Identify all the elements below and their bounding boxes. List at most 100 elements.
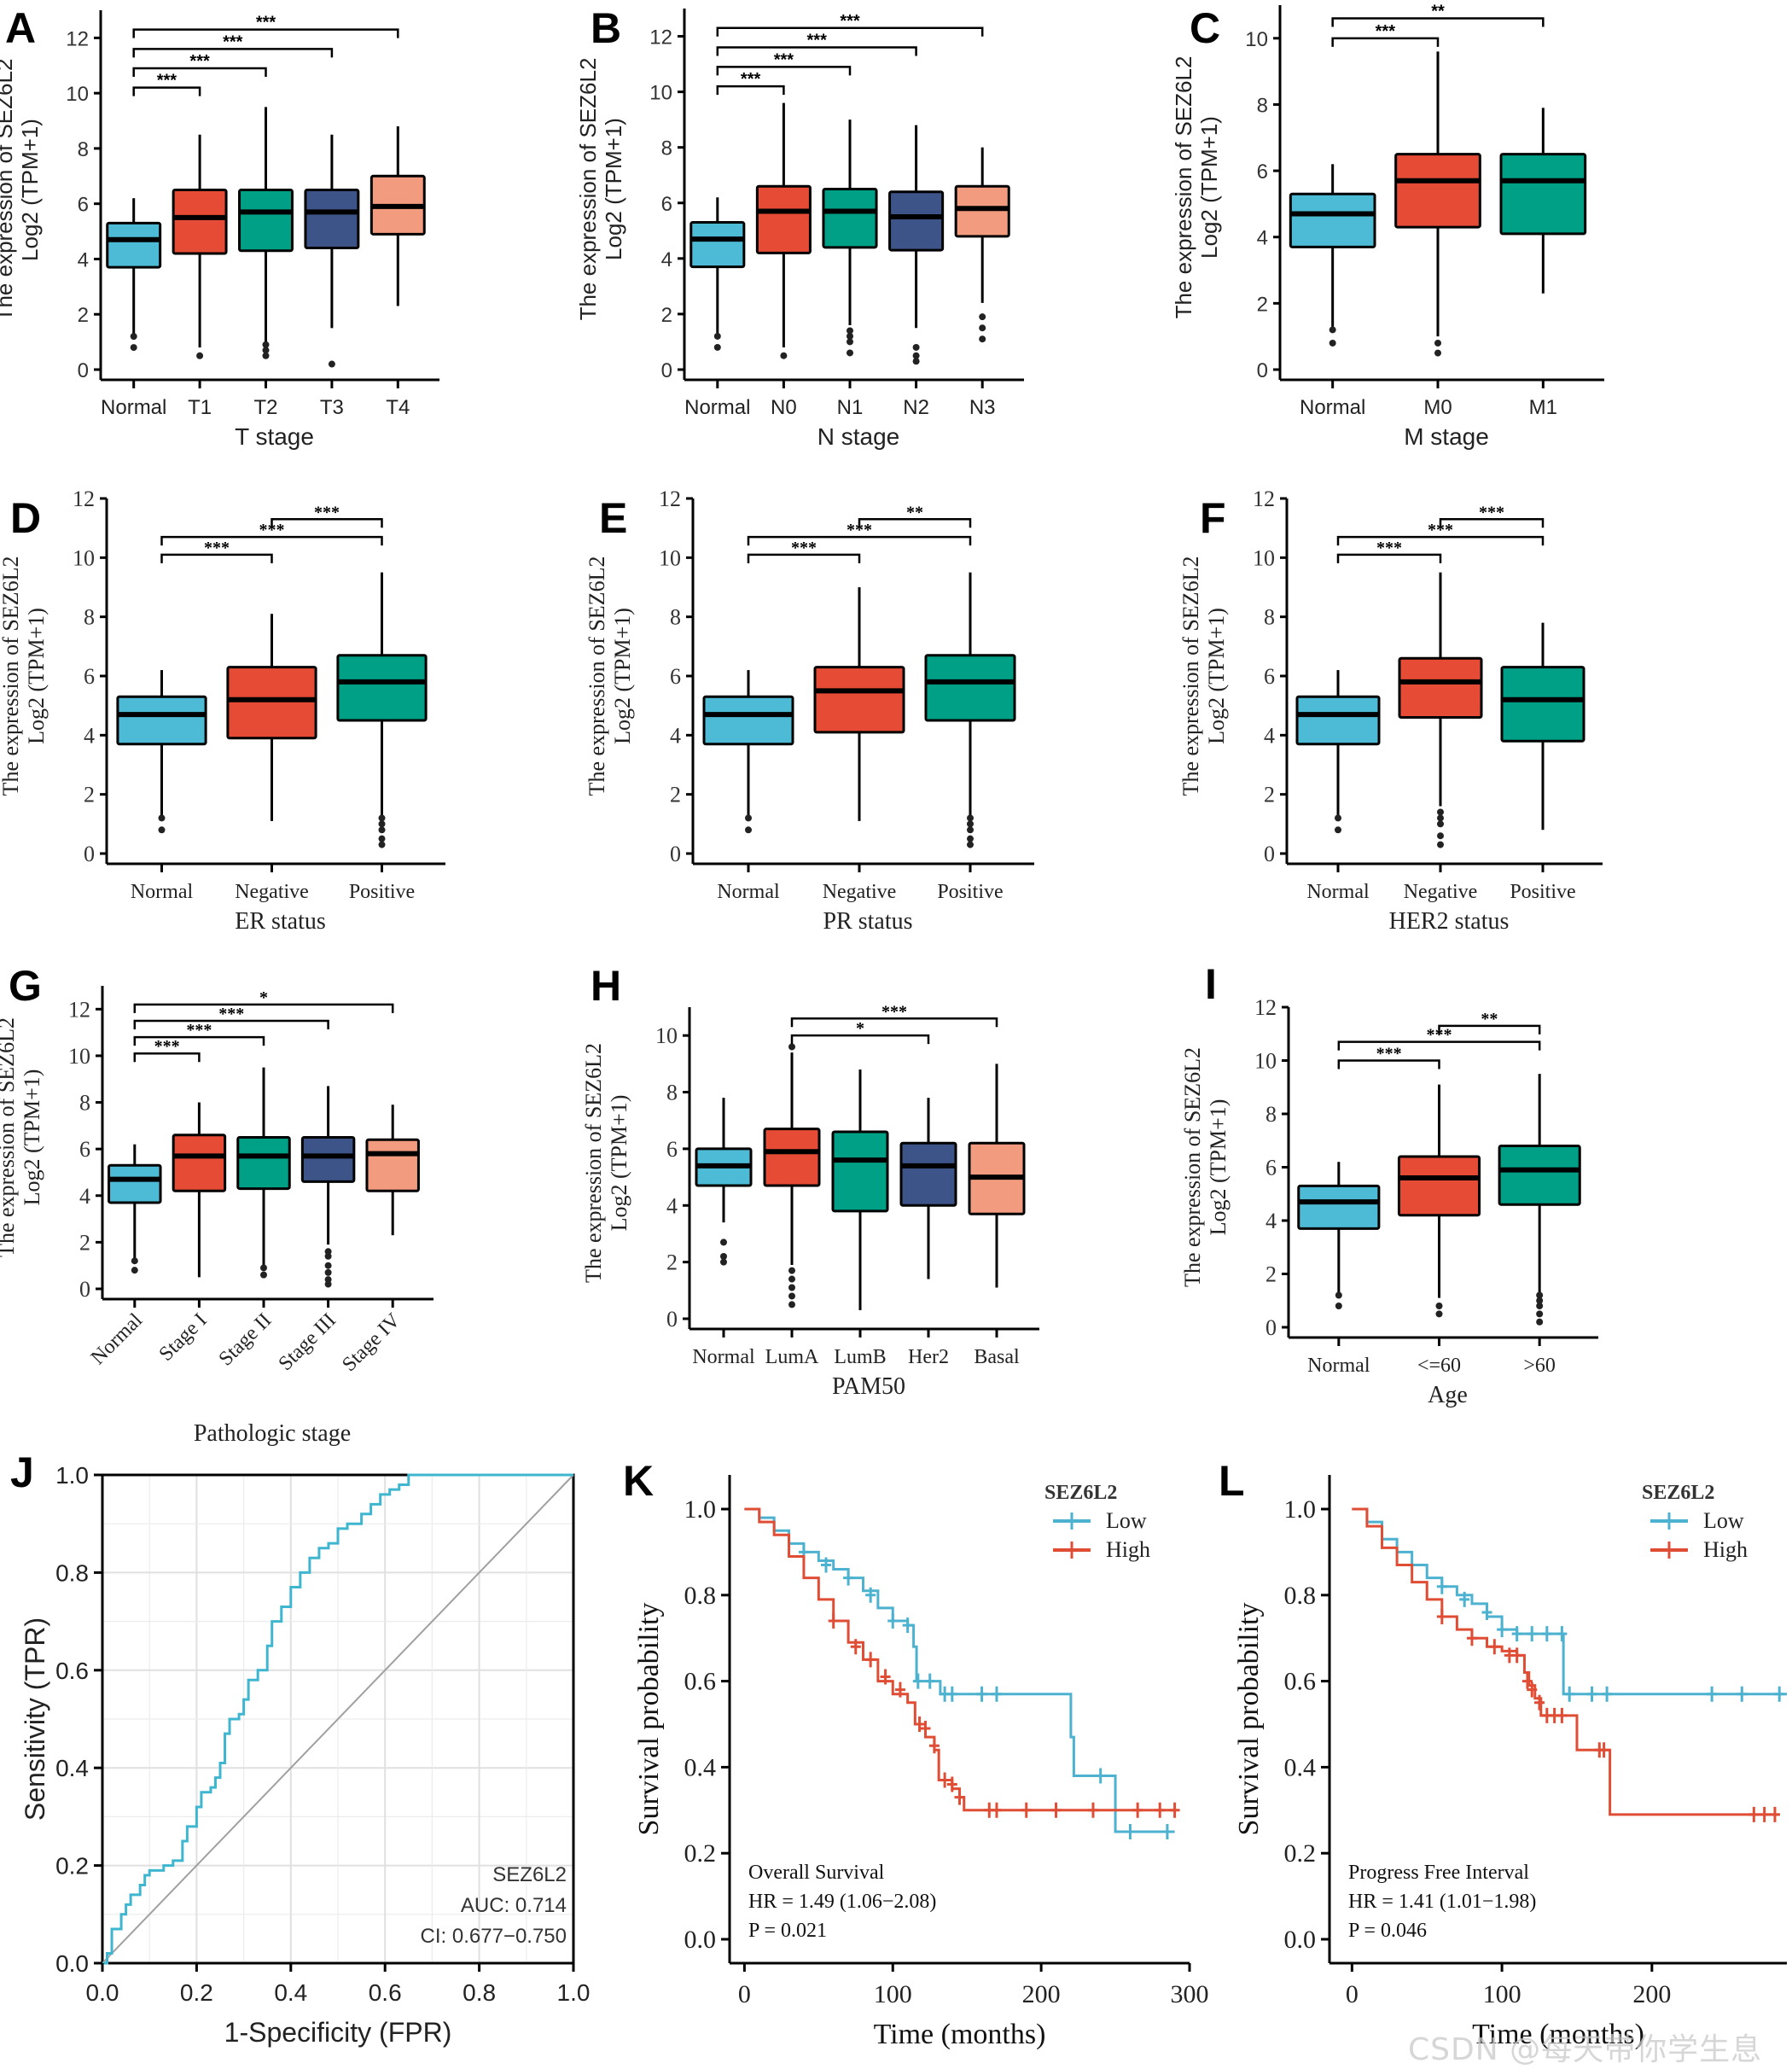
x-axis-label: ER status	[235, 908, 326, 935]
box-t1	[172, 134, 228, 359]
y-tick-label: 2	[1264, 783, 1275, 807]
y-tick-label: 12	[649, 26, 672, 50]
bracket-line	[716, 26, 984, 37]
y-tick-label: 0	[1265, 1315, 1277, 1340]
legend-label: Low	[1703, 1508, 1744, 1533]
y-tick-label: 0	[666, 1307, 678, 1332]
y-tick-label: 8	[670, 605, 681, 630]
bracket-line	[133, 1052, 201, 1063]
y-tick-label: 0.0	[1284, 1926, 1317, 1954]
outlier-point	[1434, 339, 1441, 347]
x-axis-label: HER2 status	[1389, 908, 1510, 935]
x-tick-label: Stage III	[275, 1309, 340, 1375]
y-tick-label: 10	[68, 1044, 90, 1069]
y-tick-label: 4	[661, 248, 672, 271]
y-tick-label: 6	[1257, 160, 1268, 184]
box-normal	[1295, 670, 1381, 834]
censor-mark	[1759, 1806, 1770, 1822]
censor-mark	[914, 1716, 925, 1732]
y-tick-label: 6	[78, 194, 89, 217]
censor-mark	[1748, 1806, 1760, 1822]
significance-label: ***	[1376, 22, 1396, 41]
censor-mark	[976, 1686, 987, 1702]
box-n2	[888, 125, 945, 365]
outlier-point	[1335, 814, 1341, 822]
significance-bracket: ***	[132, 52, 267, 78]
censor-mark	[924, 1673, 935, 1689]
x-tick-label: 0.8	[463, 1979, 496, 2006]
outlier-point	[324, 1268, 332, 1276]
outlier-point	[130, 333, 137, 341]
km-series-high	[1352, 1507, 1780, 1822]
x-tick-label: Negative	[823, 881, 897, 903]
outlier-point	[788, 1275, 795, 1283]
significance-bracket: ***	[716, 50, 852, 76]
x-tick-label: 300	[1171, 1980, 1209, 2008]
x-tick-label: 0.6	[369, 1979, 402, 2006]
censor-mark	[954, 1789, 965, 1805]
bracket-line	[747, 553, 861, 563]
x-tick-label: Negative	[235, 881, 309, 903]
box-negative	[813, 587, 905, 821]
outlier-point	[131, 1267, 138, 1274]
y-tick-label: 8	[79, 1091, 90, 1116]
km-series-low	[1352, 1507, 1787, 1702]
y-tick-label: 6	[661, 193, 672, 216]
y-tick-label: 12	[68, 997, 90, 1022]
outlier-point	[967, 841, 974, 848]
y-axis-label-line2: Log2 (TPM+1)	[607, 1095, 631, 1232]
censor-mark	[1534, 1694, 1545, 1711]
stats-annotation: HR = 1.41 (1.01−1.98)	[1348, 1891, 1536, 1913]
y-tick-label: 2	[666, 1250, 678, 1275]
box-iqr	[172, 189, 228, 255]
outlier-point	[847, 349, 853, 357]
panel-B: 0 2 4 6 8 10 12 The expression of SEZ6L2 Log2 (T…	[575, 0, 1186, 478]
outlier-point	[378, 814, 386, 822]
x-tick-label: N1	[837, 396, 864, 419]
legend-label: High	[1106, 1537, 1150, 1562]
box-iqr	[236, 1136, 291, 1191]
panel-letter: E	[599, 494, 628, 542]
bracket-line	[271, 518, 383, 528]
box-normal	[116, 670, 207, 834]
y-tick-label: 4	[1257, 227, 1268, 250]
censor-mark	[1481, 1604, 1492, 1620]
panel-H: 0 2 4 6 8 10 The expression of SEZ6L2 Log2 (TPM…	[581, 956, 1186, 1434]
y-tick-label: 0	[1257, 359, 1268, 382]
box-positive	[1500, 622, 1585, 831]
y-tick-label: 4	[79, 1184, 90, 1209]
panel-G: 0 2 4 6 8 10 12 The expression of SEZ6L2 Log2 (T…	[0, 956, 589, 1451]
box-iqr	[899, 1141, 957, 1207]
panel-K: 0.0 0.2 0.4 0.6 0.8 1.0 0 100 200 300 Time (months…	[597, 1451, 1209, 2067]
x-tick-label: T4	[386, 396, 410, 419]
outlier-point	[979, 324, 986, 332]
censor-mark	[1556, 1626, 1568, 1642]
y-tick-label: 12	[73, 487, 95, 511]
y-tick-label: 1.0	[55, 1462, 89, 1489]
outlier-point	[979, 335, 986, 343]
significance-label: *	[856, 1019, 864, 1038]
box-t3	[304, 134, 360, 368]
censor-mark	[1169, 1802, 1180, 1818]
box-positive	[336, 572, 428, 848]
outlier-point	[260, 1271, 267, 1279]
significance-label: ***	[881, 1002, 907, 1021]
box-t2	[238, 107, 294, 359]
y-tick-label: 4	[1264, 723, 1275, 748]
significance-bracket: ***	[133, 1021, 265, 1046]
outlier-point	[1437, 808, 1444, 816]
stats-annotation: Overall Survival	[748, 1862, 885, 1884]
x-tick-label: Negative	[1404, 881, 1478, 903]
box-n1	[822, 119, 878, 357]
outlier-point	[1335, 826, 1341, 834]
x-tick-label: M1	[1529, 396, 1557, 419]
y-axis-label: Sensitivity (TPR)	[20, 1617, 50, 1821]
y-tick-label: 0.8	[55, 1559, 89, 1586]
censor-mark	[1602, 1686, 1613, 1702]
outlier-point	[745, 826, 752, 834]
panel-letter: C	[1190, 4, 1221, 52]
y-tick-label: 12	[1253, 487, 1275, 511]
bracket-line	[133, 1035, 265, 1046]
outlier-point	[979, 313, 986, 321]
